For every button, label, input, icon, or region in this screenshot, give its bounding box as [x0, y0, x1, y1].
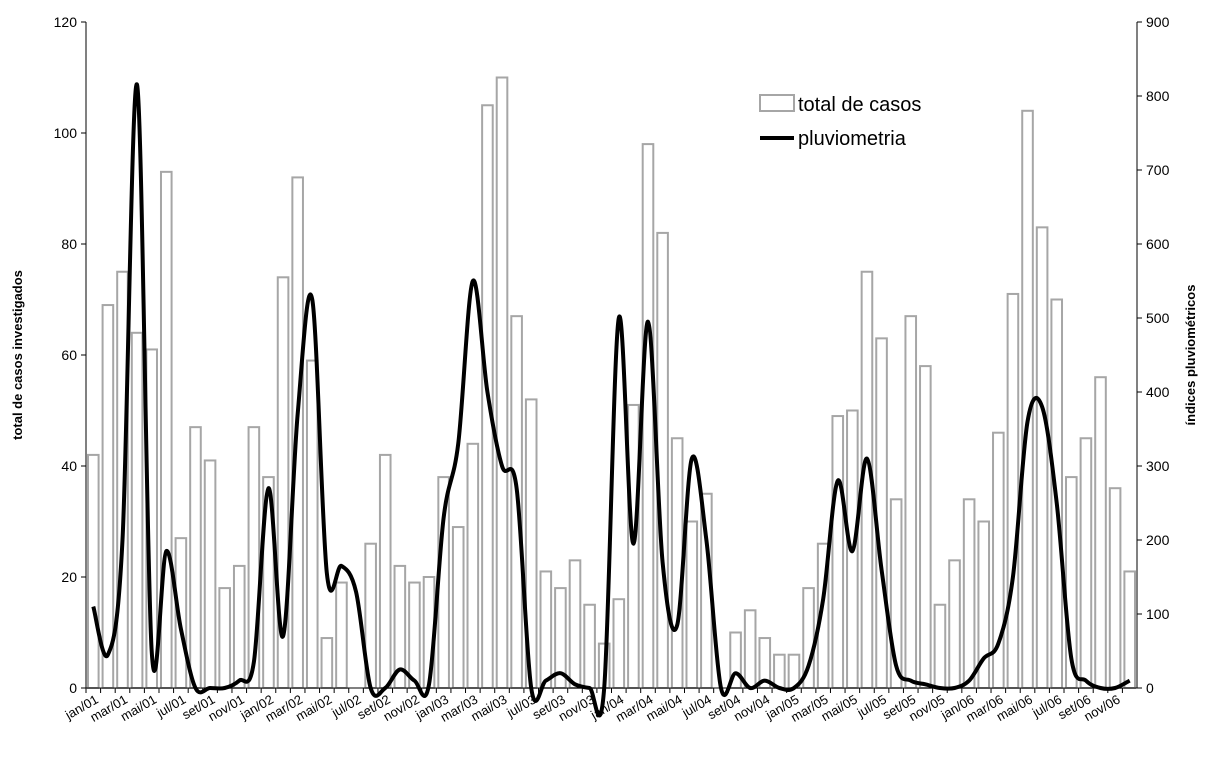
bar — [203, 459, 217, 690]
bar — [451, 526, 465, 689]
bar — [495, 76, 509, 689]
bar — [232, 564, 246, 690]
bar — [218, 587, 231, 689]
bar — [670, 437, 684, 689]
y2-tick-label: 0 — [1146, 680, 1154, 696]
bar — [933, 603, 947, 689]
bar — [583, 603, 596, 689]
bar — [378, 453, 392, 689]
bar — [408, 581, 421, 689]
y-tick-label: 40 — [61, 458, 77, 474]
bar — [1094, 376, 1107, 689]
y2-tick-label: 700 — [1146, 162, 1170, 178]
bar — [87, 453, 100, 689]
y2-tick-label: 100 — [1146, 606, 1170, 622]
bar — [1006, 292, 1020, 689]
y-tick-label: 80 — [61, 236, 77, 252]
y-tick-label: 60 — [61, 347, 77, 363]
bar — [904, 315, 918, 689]
y2-tick-label: 200 — [1146, 532, 1170, 548]
bar — [627, 403, 640, 689]
bar — [641, 143, 655, 690]
bar — [875, 337, 888, 689]
bar — [539, 570, 553, 690]
legend-label: pluviometria — [798, 128, 907, 150]
y-tick-label: 120 — [54, 14, 78, 30]
bar — [962, 498, 976, 689]
bar — [130, 331, 144, 689]
y2-tick-label: 500 — [1146, 310, 1170, 326]
bar — [466, 442, 480, 689]
legend-swatch — [759, 94, 795, 112]
y2-tick-label: 300 — [1146, 458, 1170, 474]
bar — [831, 415, 845, 689]
bar — [1108, 487, 1122, 690]
bar — [335, 581, 348, 689]
bar — [1021, 109, 1034, 690]
y2-tick-label: 600 — [1146, 236, 1170, 252]
bar — [159, 170, 173, 690]
bar — [305, 359, 319, 689]
bar — [743, 609, 757, 689]
bar — [685, 520, 699, 689]
y-tick-label: 0 — [69, 680, 77, 696]
bar — [320, 637, 334, 689]
bar — [1123, 570, 1137, 690]
y2-axis-title: índices pluviométricos — [1183, 285, 1198, 426]
y-tick-label: 100 — [54, 125, 78, 141]
bar — [948, 559, 961, 689]
y-axis-title: total de casos investigados — [10, 270, 25, 440]
bar — [1035, 226, 1049, 689]
y-tick-label: 20 — [61, 569, 77, 585]
y2-tick-label: 900 — [1146, 14, 1170, 30]
bar — [189, 426, 202, 689]
bar — [1079, 437, 1093, 689]
legend-label: total de casos — [798, 94, 921, 116]
line — [91, 82, 1131, 718]
bar — [773, 653, 786, 690]
y2-tick-label: 400 — [1146, 384, 1170, 400]
bar — [568, 559, 582, 689]
bar — [919, 365, 932, 689]
y2-tick-label: 800 — [1146, 88, 1170, 104]
bar — [101, 304, 115, 689]
bar — [612, 598, 626, 690]
